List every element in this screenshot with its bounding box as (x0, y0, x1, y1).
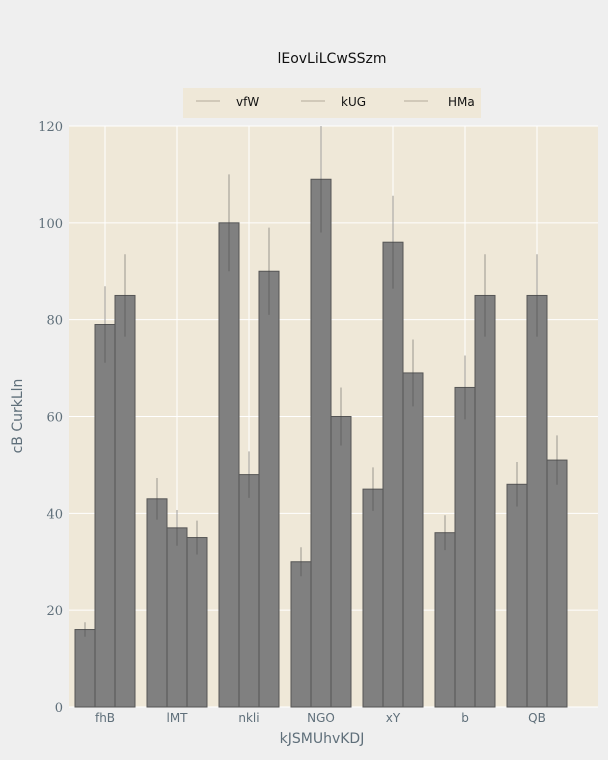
bar-kUG-xY (382, 241, 404, 708)
x-axis-ticks: fhB lMT nkli NGO xY b QB (95, 711, 546, 725)
bar-HMa-xY (402, 372, 424, 708)
legend-box (183, 88, 481, 118)
legend-label: vfW (236, 95, 259, 109)
y-axis-label: cB CurkLln (10, 379, 26, 454)
bar-vfW-xY (362, 488, 384, 708)
x-tick-label-4: xY (386, 711, 401, 725)
bar-HMa-lMT (186, 537, 208, 708)
legend-item-1: kUG (301, 95, 366, 109)
x-tick-label-3: NGO (307, 711, 335, 725)
legend-item-0: vfW (196, 95, 259, 109)
bar-kUG-QB (526, 294, 548, 708)
bars (74, 178, 568, 708)
x-tick-label-5: b (461, 711, 469, 725)
chart-title: lEovLiLCwSSzm (277, 51, 386, 67)
y-tick-label-0: 0 (55, 701, 63, 716)
bar-vfW-NGO (290, 561, 312, 708)
x-tick-label-1: lMT (166, 711, 188, 725)
y-tick-label-6: 120 (38, 120, 63, 135)
bar-HMa-nkli (258, 270, 280, 708)
y-tick-label-5: 100 (38, 217, 63, 232)
bar-HMa-fhB (114, 294, 136, 708)
bar-kUG-nkli (238, 474, 260, 708)
bar-vfW-fhB (74, 629, 96, 708)
bar-kUG-fhB (94, 324, 116, 708)
bar-vfW-lMT (146, 498, 168, 708)
x-tick-label-0: fhB (95, 711, 115, 725)
error-bars (84, 126, 558, 637)
y-tick-label-2: 40 (46, 507, 63, 522)
bar-kUG-b (454, 386, 476, 708)
bar-HMa-QB (546, 459, 568, 708)
legend-label: HMa (448, 95, 475, 109)
x-axis-label: kJSMUhvKDJ (280, 731, 365, 747)
y-tick-label-4: 80 (46, 314, 63, 329)
x-tick-label-2: nkli (238, 711, 259, 725)
bar-vfW-QB (506, 483, 528, 708)
legend-item-2: HMa (404, 95, 475, 109)
bar-kUG-NGO (310, 178, 332, 708)
bar-vfW-b (434, 532, 456, 708)
x-tick-label-6: QB (528, 711, 546, 725)
bar-vfW-nkli (218, 222, 240, 708)
y-axis-ticks: 0 20 40 60 80 100 120 (38, 120, 63, 716)
bar-HMa-NGO (330, 416, 352, 708)
bar-HMa-b (474, 294, 496, 708)
y-tick-label-1: 20 (46, 604, 63, 619)
bar-kUG-lMT (166, 527, 188, 708)
y-tick-label-3: 60 (46, 411, 63, 426)
legend-label: kUG (341, 95, 366, 109)
